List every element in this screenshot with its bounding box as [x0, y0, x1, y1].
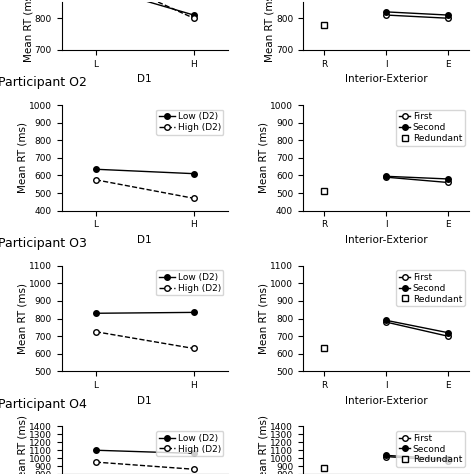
Legend: Low (D2), High (D2): Low (D2), High (D2)	[156, 270, 223, 295]
Low (D2)	[93, 310, 99, 316]
X-axis label: Interior-Exterior: Interior-Exterior	[345, 235, 428, 245]
High (D2)	[191, 195, 197, 201]
Y-axis label: Mean RT (ms): Mean RT (ms)	[259, 283, 269, 354]
High (D2)	[93, 329, 99, 335]
Line: First: First	[383, 12, 450, 21]
Legend: Low (D2), High (D2): Low (D2), High (D2)	[156, 109, 223, 135]
First	[445, 15, 450, 21]
Line: Second: Second	[383, 453, 450, 462]
Line: High (D2): High (D2)	[93, 459, 197, 472]
High (D2)	[93, 177, 99, 182]
Legend: Low (D2), High (D2): Low (D2), High (D2)	[156, 431, 223, 456]
Y-axis label: Mean RT (ms): Mean RT (ms)	[259, 122, 269, 193]
Low (D2)	[191, 171, 197, 176]
Second	[383, 9, 389, 15]
Y-axis label: Mean RT (ms): Mean RT (ms)	[18, 415, 27, 474]
X-axis label: D1: D1	[137, 74, 152, 84]
Line: Low (D2): Low (D2)	[93, 310, 197, 316]
Text: Participant O4: Participant O4	[0, 399, 87, 411]
X-axis label: D1: D1	[137, 396, 152, 406]
First	[383, 12, 389, 18]
Low (D2)	[191, 310, 197, 315]
Second	[445, 12, 450, 18]
Line: Second: Second	[383, 173, 450, 182]
Low (D2)	[191, 451, 197, 456]
Second	[383, 173, 389, 179]
X-axis label: D1: D1	[137, 235, 152, 245]
Second	[383, 453, 389, 458]
Line: First: First	[383, 454, 450, 463]
Low (D2)	[93, 166, 99, 172]
First	[383, 454, 389, 459]
High (D2)	[191, 346, 197, 351]
Line: Low (D2): Low (D2)	[93, 166, 197, 176]
Low (D2)	[191, 12, 197, 18]
Y-axis label: Mean RT (ms): Mean RT (ms)	[23, 0, 33, 62]
Legend: First, Second, Redundant: First, Second, Redundant	[396, 109, 465, 146]
High (D2)	[191, 466, 197, 472]
Y-axis label: Mean RT (ms): Mean RT (ms)	[18, 283, 27, 354]
First	[383, 174, 389, 180]
Second	[383, 318, 389, 323]
Line: First: First	[383, 174, 450, 185]
High (D2)	[93, 459, 99, 465]
Line: Low (D2): Low (D2)	[93, 447, 197, 456]
Second	[445, 176, 450, 182]
First	[445, 458, 450, 464]
Y-axis label: Mean RT (ms): Mean RT (ms)	[18, 122, 27, 193]
Line: Low (D2): Low (D2)	[93, 0, 197, 18]
Line: High (D2): High (D2)	[93, 177, 197, 201]
First	[445, 180, 450, 185]
Second	[445, 330, 450, 336]
First	[445, 333, 450, 339]
Text: Participant O3: Participant O3	[0, 237, 87, 250]
X-axis label: Interior-Exterior: Interior-Exterior	[345, 74, 428, 84]
Text: Participant O2: Participant O2	[0, 76, 87, 89]
Legend: First, Second, Redundant: First, Second, Redundant	[396, 431, 465, 467]
Second	[445, 456, 450, 462]
X-axis label: Interior-Exterior: Interior-Exterior	[345, 396, 428, 406]
Line: Second: Second	[383, 318, 450, 336]
Line: First: First	[383, 319, 450, 339]
Low (D2)	[93, 447, 99, 453]
Y-axis label: Mean RT (ms): Mean RT (ms)	[259, 415, 269, 474]
Y-axis label: Mean RT (ms): Mean RT (ms)	[264, 0, 274, 62]
Line: High (D2): High (D2)	[93, 329, 197, 351]
First	[383, 319, 389, 325]
Legend: First, Second, Redundant: First, Second, Redundant	[396, 270, 465, 306]
Line: Second: Second	[383, 9, 450, 18]
